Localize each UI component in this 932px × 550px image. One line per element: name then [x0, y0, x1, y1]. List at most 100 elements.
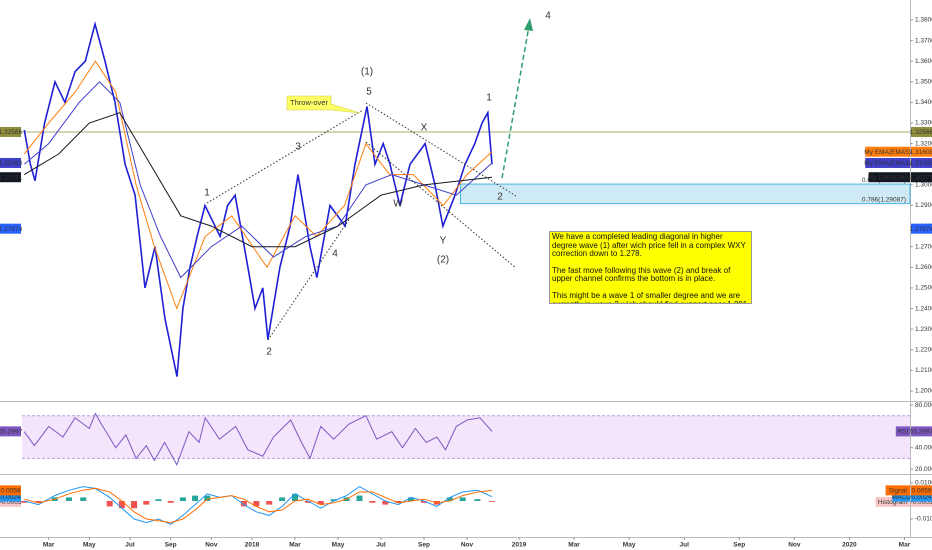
y-tick-label: 1.21000 — [915, 367, 932, 374]
x-tick-label: Sep — [733, 542, 745, 549]
series-value-label-left: 55.2997 — [0, 429, 23, 436]
x-tick-label: May — [623, 542, 636, 549]
series-line — [23, 412, 493, 467]
histogram-bar — [35, 501, 42, 503]
wave-label: 2 — [266, 347, 272, 358]
histogram-bar — [266, 501, 273, 505]
callout-text: Throw-over — [290, 98, 328, 107]
histogram-bar — [356, 495, 363, 501]
y-tick-label: 1.20000 — [915, 388, 932, 395]
price-label: 1.32566 — [910, 129, 932, 136]
histogram-bar — [459, 497, 466, 501]
price-label-left-box — [0, 223, 21, 234]
y-tick-label: 1.25000 — [915, 285, 932, 292]
series-name-label-box — [868, 172, 910, 183]
series-value-label-left-box — [0, 426, 21, 437]
x-tick-label: May — [83, 542, 96, 549]
wave-label: 4 — [545, 11, 551, 22]
histogram-bar — [488, 501, 495, 502]
wave-label: (1) — [361, 67, 373, 78]
histogram-bar — [304, 501, 311, 503]
y-tick-label: 1.29000 — [915, 202, 932, 209]
series-value-label: -0.0005 — [910, 499, 932, 506]
wave-label: Y — [440, 236, 447, 247]
x-tick-label: Mar — [568, 542, 580, 549]
series-value-label: 1.31608 — [910, 149, 932, 156]
series-value-label-box — [911, 146, 932, 157]
histogram-bar — [21, 501, 28, 503]
histogram-bar — [408, 497, 415, 501]
series-value-label-left: 1.30371 — [0, 174, 23, 181]
series-value-label-left: 0.0024 — [1, 494, 21, 501]
series-name-label-box — [885, 485, 910, 496]
x-tick-label: Mar — [43, 542, 55, 549]
histogram-bar — [204, 495, 211, 501]
histogram-bar — [118, 501, 125, 509]
series-name-label: Signal — [889, 488, 908, 495]
histogram-bar — [167, 501, 174, 503]
x-tick-label: Jul — [376, 542, 386, 549]
arrow-head — [524, 18, 533, 31]
price-label-box — [911, 126, 932, 137]
series-name-label: RSI — [897, 429, 908, 436]
note-box: We have a completed leading diagonal in … — [549, 231, 752, 304]
note-paragraph: The fast move following this wave (2) an… — [552, 265, 731, 284]
histogram-bar — [253, 501, 260, 507]
series-name-label-box — [895, 426, 910, 437]
wave-label: W — [393, 199, 403, 210]
price-label: 1.27874 — [910, 226, 932, 233]
histogram-bar — [80, 497, 87, 501]
note-paragraph: This might be a wave 1 of smaller degree… — [552, 290, 747, 303]
histogram-bar — [382, 501, 389, 505]
fib-label: 0.786(1.29087) — [862, 196, 906, 203]
histogram-bar — [143, 501, 150, 505]
wave-label: 4 — [332, 249, 338, 260]
series-name-label-box — [892, 491, 910, 502]
series-value-label-left-box — [0, 491, 21, 502]
x-tick-label: Nov — [461, 542, 474, 549]
y-tick-label: 1.24000 — [915, 305, 932, 312]
histogram-bar — [192, 495, 199, 501]
wave-label: 1 — [204, 188, 210, 199]
y-tick-label: 80.0000 — [915, 402, 932, 409]
y-tick-label: 1.23000 — [915, 326, 932, 333]
histogram-bar — [474, 499, 481, 501]
x-tick-label: Sep — [165, 542, 177, 549]
series-value-label-box — [911, 172, 932, 183]
wave-label: 5 — [366, 87, 372, 98]
y-tick-label: 1.37000 — [915, 37, 932, 44]
series-name-label-box — [875, 496, 910, 507]
histogram-bar — [330, 499, 337, 501]
histogram-bar — [155, 499, 162, 501]
wave-label: X — [421, 123, 428, 134]
y-tick-label: 1.35000 — [915, 79, 932, 86]
series-name-label-box — [865, 157, 910, 168]
x-tick-label: Nov — [205, 542, 218, 549]
x-tick-label: Jul — [679, 542, 689, 549]
x-tick-label: Nov — [788, 542, 801, 549]
histogram-bar — [395, 501, 402, 503]
series-value-label-box — [911, 491, 932, 502]
trend-line — [365, 141, 517, 269]
series-line — [24, 487, 493, 524]
x-tick-label: Sep — [418, 542, 430, 549]
histogram-bar — [131, 501, 138, 509]
x-tick-label: Jul — [125, 542, 135, 549]
y-tick-label: 1.36000 — [915, 58, 932, 65]
x-tick-label: 2018 — [245, 542, 260, 549]
projection-arrow — [501, 25, 530, 179]
series-value-label: 1.30371 — [910, 174, 932, 181]
x-tick-label: Mar — [289, 542, 301, 549]
series-line — [24, 486, 493, 525]
histogram-bar — [369, 501, 376, 503]
wave-label: 2 — [497, 192, 503, 203]
series-value-label: 0.0024 — [912, 494, 932, 501]
rsi-band — [22, 415, 910, 459]
y-tick-label: 1.32000 — [915, 140, 932, 147]
series-value-label-left-box — [0, 172, 21, 183]
y-tick-label: 1.22000 — [915, 346, 932, 353]
series-name-label: My EMA(EMA) — [868, 174, 911, 181]
wave-label: 1 — [486, 93, 492, 104]
